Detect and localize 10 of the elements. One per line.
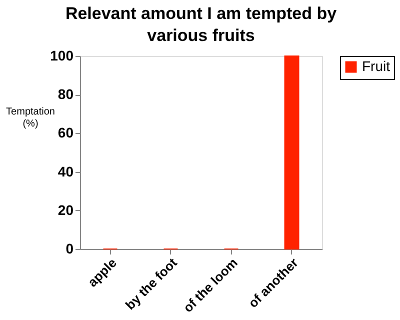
x-tick-label: by the foot [122, 254, 180, 313]
y-tick-label: 20 [58, 202, 74, 218]
y-tick-label: 0 [66, 240, 74, 256]
y-tick-label: 40 [58, 163, 74, 180]
legend-label: Fruit [362, 58, 390, 74]
y-tick-label: 60 [58, 124, 74, 141]
chart-title: Relevant amount I am tempted by various fruits [65, 4, 338, 45]
y-tick-label: 100 [50, 48, 74, 64]
y-axis-title: Temptation (%) [6, 106, 55, 130]
y-tick-label: 80 [58, 86, 74, 102]
